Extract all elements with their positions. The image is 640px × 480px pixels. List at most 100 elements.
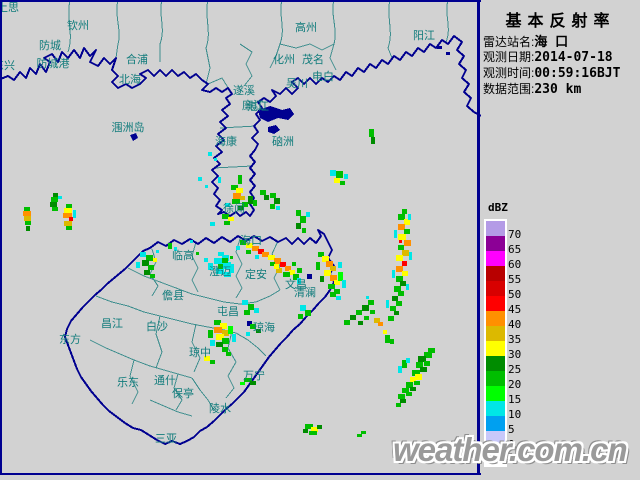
radar-echo-layer	[23, 129, 435, 437]
place-label: 防城港	[37, 56, 70, 70]
radar-echo-cell	[394, 286, 401, 292]
legend-swatch-5	[486, 416, 505, 431]
radar-echo-cell	[224, 221, 230, 225]
radar-echo-cell	[268, 255, 275, 260]
radar-echo-cell	[330, 266, 336, 271]
radar-echo-cell	[228, 326, 233, 334]
admin-boundary	[191, 241, 199, 293]
radar-echo-cell	[232, 334, 236, 342]
radar-echo-cell	[228, 217, 234, 221]
place-label: 吴川	[286, 77, 308, 90]
radar-echo-cell	[344, 320, 350, 325]
radar-echo-cell	[394, 230, 397, 238]
place-label: 防城	[39, 38, 61, 52]
radar-echo-cell	[285, 266, 291, 271]
admin-boundary	[67, 0, 71, 53]
legend-color-scale	[484, 219, 507, 467]
legend-swatch-25	[486, 356, 505, 371]
radar-echo-cell	[204, 258, 208, 262]
radar-echo-cell	[222, 330, 229, 336]
info-panel: 基本反射率 雷达站名:海 口 观测日期:2014-07-18 观测时间:00:5…	[481, 0, 640, 480]
radar-echo-cell	[218, 264, 223, 269]
radar-echo-cell	[398, 291, 404, 296]
radar-echo-cell	[244, 378, 252, 382]
time-label: 观测时间:	[483, 66, 535, 80]
radar-echo-cell	[402, 250, 409, 256]
legend-swatch-20	[486, 371, 505, 386]
radar-echo-cell	[414, 381, 420, 385]
radar-echo-cell	[368, 300, 374, 305]
radar-echo-cell	[374, 318, 380, 323]
radar-echo-cell	[250, 324, 256, 329]
radar-echo-cell	[224, 272, 231, 277]
admin-boundary	[191, 377, 215, 411]
place-label: 钦州	[67, 19, 89, 32]
radar-echo-cell	[324, 270, 331, 276]
radar-echo-cell	[399, 240, 402, 243]
legend-swatch-10	[486, 401, 505, 416]
radar-echo-cell	[242, 202, 248, 207]
radar-echo-cell	[330, 292, 336, 297]
legend-value-15: 15	[508, 393, 522, 406]
legend-unit-label: dBZ	[488, 201, 508, 214]
radar-echo-cell	[334, 178, 340, 183]
radar-echo-cell	[270, 262, 275, 266]
radar-echo-cell	[144, 270, 150, 275]
place-label: 东兴	[0, 59, 15, 72]
radar-echo-cell	[326, 261, 333, 267]
radar-echo-cell	[283, 272, 290, 277]
radar-echo-cell	[73, 210, 76, 218]
radar-echo-cell	[378, 322, 383, 326]
radar-echo-cell	[248, 304, 254, 310]
radar-echo-cell	[418, 356, 426, 362]
radar-echo-cell	[358, 321, 363, 325]
radar-echo-cell	[25, 221, 31, 225]
radar-echo-cell	[402, 388, 409, 393]
legend-swatch-60	[486, 251, 505, 266]
station-label: 雷达站名:	[483, 35, 535, 49]
place-label: 澄迈	[209, 264, 231, 278]
admin-boundary	[155, 315, 163, 369]
radar-echo-cell	[396, 301, 402, 306]
radar-echo-cell	[398, 245, 404, 250]
admin-boundary	[205, 0, 211, 85]
place-label: 定安	[245, 267, 267, 281]
legend-value-60: 60	[508, 258, 522, 271]
radar-echo-cell	[398, 366, 402, 373]
radar-echo-cell	[222, 338, 229, 344]
legend-swatch-35	[486, 326, 505, 341]
legend-swatch-55	[486, 266, 505, 281]
island-dot	[247, 321, 252, 326]
radar-echo-cell	[156, 250, 159, 253]
radar-echo-cell	[140, 252, 146, 257]
radar-echo-cell	[276, 206, 280, 210]
radar-echo-cell	[256, 329, 261, 333]
radar-echo-cell	[406, 392, 412, 396]
radar-echo-cell	[400, 281, 406, 286]
radar-echo-cell	[53, 193, 58, 197]
island-dot	[446, 52, 450, 55]
legend-swatch-65	[486, 236, 505, 251]
admin-boundary	[225, 330, 237, 399]
radar-echo-cell	[210, 222, 215, 226]
legend-value-55: 55	[508, 273, 522, 286]
admin-boundary	[129, 359, 139, 405]
radar-echo-cell	[168, 243, 172, 249]
radar-echo-cell	[340, 181, 345, 185]
legend-value-50: 50	[508, 288, 522, 301]
place-label: 三亚	[155, 433, 177, 445]
radar-echo-cell	[150, 274, 155, 278]
radar-echo-cell	[428, 348, 435, 353]
radar-echo-cell	[274, 258, 281, 264]
place-label: 化州	[273, 52, 295, 66]
radar-echo-cell	[222, 262, 231, 269]
radar-echo-cell	[66, 204, 72, 208]
radar-echo-cell	[398, 234, 406, 240]
radar-echo-cell	[300, 216, 306, 223]
radar-echo-cell	[240, 382, 245, 385]
radar-echo-cell	[406, 358, 410, 363]
range-label: 数据范围:	[483, 82, 535, 96]
radar-echo-cell	[402, 271, 408, 276]
place-label: 湛江	[247, 100, 269, 113]
